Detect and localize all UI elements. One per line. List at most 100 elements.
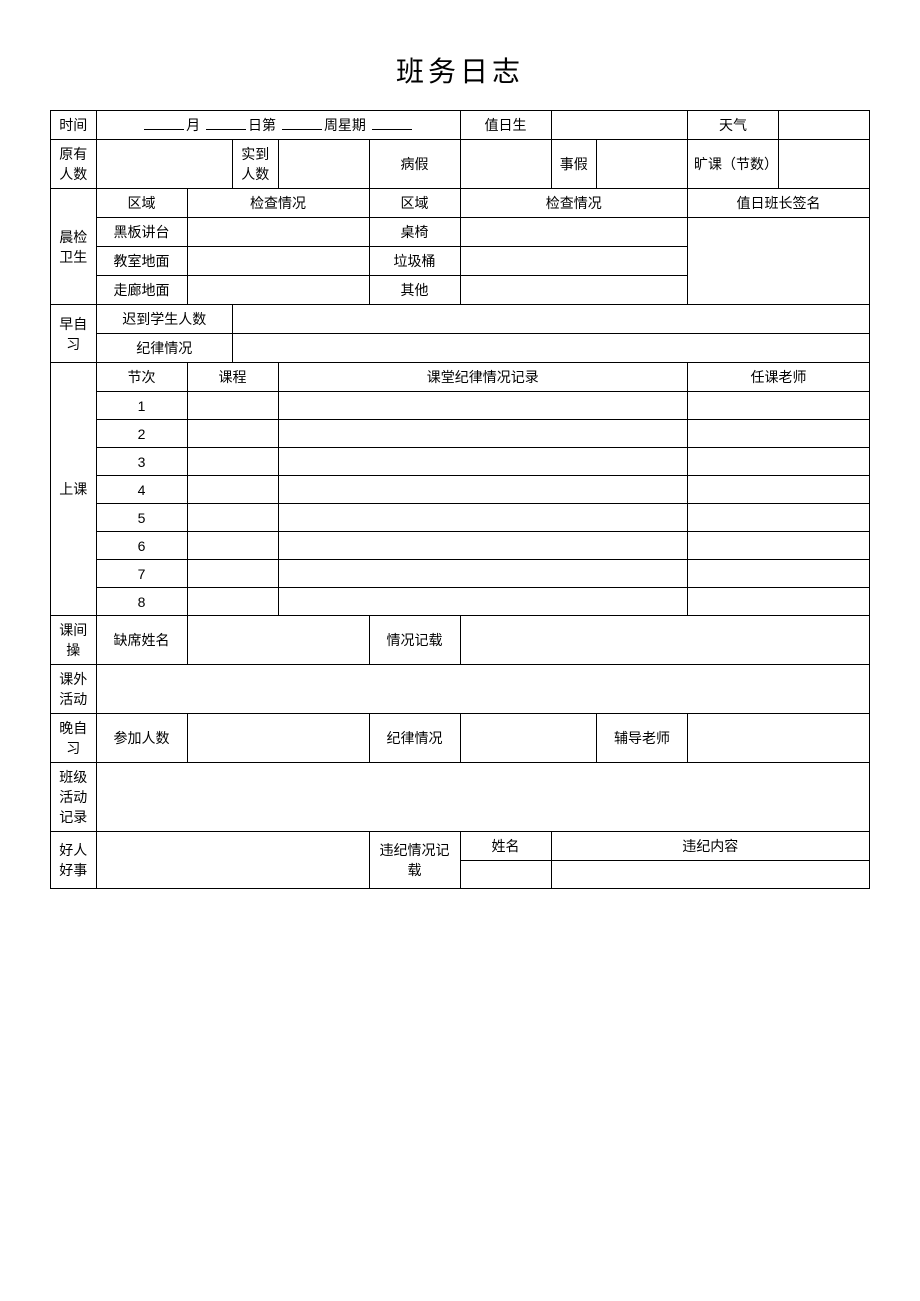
cell-hygiene-section: 晨检卫生: [51, 189, 97, 305]
row-attendance: 原有人数 实到人数 病假 事假 旷课（节数）: [51, 140, 870, 189]
cell-extracurricular-value: [96, 665, 870, 714]
row-period-7: 7: [51, 560, 870, 588]
cell-weather-label: 天气: [688, 111, 779, 140]
cell-check-label-right: 检查情况: [460, 189, 688, 218]
cell-late-count-label: 迟到学生人数: [96, 305, 233, 334]
cell-classrec-4: [278, 476, 688, 504]
row-extracurricular: 课外活动: [51, 665, 870, 714]
cell-classrec-7: [278, 560, 688, 588]
cell-original-count-value: [96, 140, 233, 189]
cell-gooddeeds-value: [96, 832, 369, 889]
cell-course-8: [187, 588, 278, 616]
txt-month: 月: [186, 117, 200, 133]
cell-teacher-6: [688, 532, 870, 560]
cell-evening-attendance-value: [187, 714, 369, 763]
cell-classrec-5: [278, 504, 688, 532]
row-period-8: 8: [51, 588, 870, 616]
cell-period-2: 2: [96, 420, 187, 448]
cell-course-2: [187, 420, 278, 448]
cell-check-right-0: [460, 218, 688, 247]
cell-course-1: [187, 392, 278, 420]
cell-discipline-label: 纪律情况: [96, 334, 233, 363]
cell-check-right-1: [460, 247, 688, 276]
cell-signature-value: [688, 218, 870, 305]
cell-break-section: 课间操: [51, 616, 97, 665]
cell-time-label: 时间: [51, 111, 97, 140]
cell-area-left-2: 走廊地面: [96, 276, 187, 305]
cell-evening-tutor-label: 辅导老师: [597, 714, 688, 763]
cell-course-label: 课程: [187, 363, 278, 392]
cell-actual-count-value: [278, 140, 369, 189]
cell-classrec-1: [278, 392, 688, 420]
cell-teacher-7: [688, 560, 870, 588]
cell-selfstudy-section: 早自习: [51, 305, 97, 363]
cell-period-3: 3: [96, 448, 187, 476]
cell-check-left-1: [187, 247, 369, 276]
cell-violation-name-label: 姓名: [460, 832, 551, 861]
cell-area-left-0: 黑板讲台: [96, 218, 187, 247]
row-class-activity: 班级活动记录: [51, 763, 870, 832]
row-period-4: 4: [51, 476, 870, 504]
cell-period-6: 6: [96, 532, 187, 560]
cell-course-6: [187, 532, 278, 560]
cell-absent-label: 缺席姓名: [96, 616, 187, 665]
row-period-2: 2: [51, 420, 870, 448]
cell-course-5: [187, 504, 278, 532]
cell-sick-leave-label: 病假: [369, 140, 460, 189]
cell-classrec-6: [278, 532, 688, 560]
cell-area-right-0: 桌椅: [369, 218, 460, 247]
cell-record-value: [460, 616, 870, 665]
cell-teacher-1: [688, 392, 870, 420]
cell-evening-discipline-value: [460, 714, 597, 763]
cell-area-label-left: 区域: [96, 189, 187, 218]
cell-violation-content-value: [551, 861, 870, 889]
cell-late-count-value: [233, 305, 870, 334]
cell-class-activity-value: [96, 763, 870, 832]
cell-area-left-1: 教室地面: [96, 247, 187, 276]
cell-weather-value: [779, 111, 870, 140]
cell-evening-section: 晚自习: [51, 714, 97, 763]
row-time: 时间 月 日第 周星期 值日生 天气: [51, 111, 870, 140]
cell-signature-label: 值日班长签名: [688, 189, 870, 218]
cell-area-label-right: 区域: [369, 189, 460, 218]
cell-discipline-value: [233, 334, 870, 363]
cell-gooddeeds-section: 好人好事: [51, 832, 97, 889]
row-hygiene-1: 黑板讲台 桌椅: [51, 218, 870, 247]
cell-sick-leave-value: [460, 140, 551, 189]
cell-class-activity-section: 班级活动记录: [51, 763, 97, 832]
cell-period-5: 5: [96, 504, 187, 532]
cell-class-section: 上课: [51, 363, 97, 616]
cell-period-1: 1: [96, 392, 187, 420]
cell-teacher-2: [688, 420, 870, 448]
cell-course-3: [187, 448, 278, 476]
cell-period-4: 4: [96, 476, 187, 504]
cell-violation-content-label: 违纪内容: [551, 832, 870, 861]
row-period-3: 3: [51, 448, 870, 476]
cell-course-7: [187, 560, 278, 588]
row-selfstudy-1: 早自习 迟到学生人数: [51, 305, 870, 334]
cell-date-value: 月 日第 周星期: [96, 111, 460, 140]
cell-absent-value: [187, 616, 369, 665]
cell-area-right-1: 垃圾桶: [369, 247, 460, 276]
cell-personal-leave-label: 事假: [551, 140, 597, 189]
cell-record-label: 情况记载: [369, 616, 460, 665]
cell-teacher-3: [688, 448, 870, 476]
page-title: 班务日志: [50, 50, 870, 90]
cell-classrec-2: [278, 420, 688, 448]
cell-teacher-5: [688, 504, 870, 532]
cell-check-left-2: [187, 276, 369, 305]
cell-course-4: [187, 476, 278, 504]
row-period-6: 6: [51, 532, 870, 560]
cell-personal-leave-value: [597, 140, 688, 189]
cell-duty-student-value: [551, 111, 688, 140]
cell-violation-name-value: [460, 861, 551, 889]
cell-extracurricular-section: 课外活动: [51, 665, 97, 714]
cell-truancy-value: [779, 140, 870, 189]
row-selfstudy-2: 纪律情况: [51, 334, 870, 363]
row-period-5: 5: [51, 504, 870, 532]
row-period-1: 1: [51, 392, 870, 420]
cell-teacher-8: [688, 588, 870, 616]
cell-classrec-3: [278, 448, 688, 476]
cell-period-7: 7: [96, 560, 187, 588]
cell-class-discipline-label: 课堂纪律情况记录: [278, 363, 688, 392]
